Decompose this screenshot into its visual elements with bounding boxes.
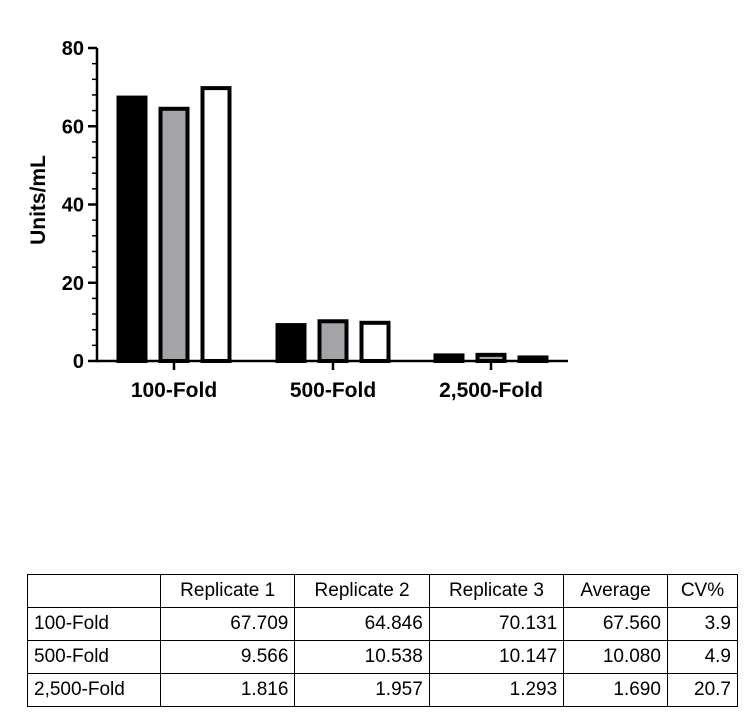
table-header-cell: Replicate 1: [159, 574, 296, 608]
table-cell: 1.816: [159, 673, 296, 707]
bar: [359, 320, 391, 364]
x-tick-label: 2,500-Fold: [439, 379, 543, 402]
table-cell: 10.538: [294, 640, 430, 674]
table-cell: 1.957: [294, 673, 430, 707]
bar-chart: 0 20 40 60 80 100-Fold 500-Fold 2,500-Fold Uni…: [27, 38, 568, 402]
y-tick-label: 40: [62, 195, 84, 217]
table-header-cell: CV%: [666, 574, 739, 608]
bar: [317, 319, 349, 364]
y-axis: 0 20 40 60 80: [62, 38, 99, 373]
table-row: 500-Fold 9.566 10.538 10.147 10.080 4.9: [27, 640, 739, 674]
bar: [200, 86, 232, 364]
bar: [116, 95, 148, 364]
x-tick-label: 100-Fold: [131, 379, 217, 402]
table-header-cell: Replicate 3: [428, 574, 565, 608]
x-axis: 100-Fold 500-Fold 2,500-Fold: [96, 359, 568, 402]
table-cell: 9.566: [159, 640, 296, 674]
table-cell: 10.080: [563, 640, 668, 674]
table-cell: 4.9: [666, 640, 739, 674]
y-tick-label: 80: [62, 38, 84, 60]
y-tick-label: 0: [73, 351, 84, 373]
table-row: 2,500-Fold 1.816 1.957 1.293 1.690 20.7: [27, 673, 739, 707]
table-cell: 3.9: [666, 607, 739, 641]
table-header-cell: [27, 574, 161, 608]
bars-layer: [116, 86, 549, 364]
bar: [275, 323, 307, 364]
table-cell: 67.560: [563, 607, 668, 641]
bar: [158, 106, 190, 363]
table-row-label: 500-Fold: [27, 640, 161, 674]
table-cell: 1.293: [428, 673, 565, 707]
x-tick-label: 500-Fold: [290, 379, 376, 402]
table-cell: 64.846: [294, 607, 430, 641]
table-cell: 67.709: [159, 607, 296, 641]
table-header-cell: Replicate 2: [294, 574, 430, 608]
table-header-cell: Average: [563, 574, 668, 608]
y-tick-label: 20: [62, 273, 84, 295]
data-table: Replicate 1 Replicate 2 Replicate 3 Aver…: [27, 574, 739, 707]
table-cell: 10.147: [428, 640, 565, 674]
y-tick-label: 60: [62, 116, 84, 138]
table-cell: 70.131: [428, 607, 565, 641]
table-cell: 1.690: [563, 673, 668, 707]
table-row-label: 100-Fold: [27, 607, 161, 641]
y-axis-title: Units/mL: [27, 155, 50, 245]
table-cell: 20.7: [666, 673, 739, 707]
table-row: 100-Fold 67.709 64.846 70.131 67.560 3.9: [27, 607, 739, 641]
table-header-row: Replicate 1 Replicate 2 Replicate 3 Aver…: [27, 574, 739, 608]
table-row-label: 2,500-Fold: [27, 673, 161, 707]
